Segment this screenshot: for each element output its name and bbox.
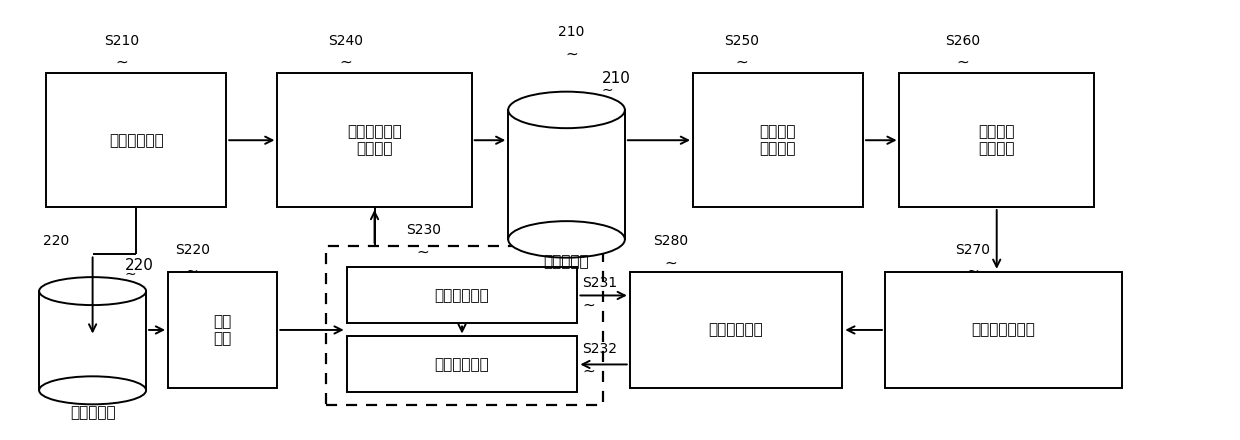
Bar [326,246,603,404]
Bar [167,272,278,388]
Text: S230: S230 [405,223,440,237]
Text: S260: S260 [945,33,981,48]
Bar [46,73,226,207]
Text: ∼: ∼ [125,268,136,281]
Text: S250: S250 [724,33,759,48]
Text: 210: 210 [601,71,630,86]
Text: S232: S232 [583,342,618,356]
Ellipse shape [40,376,146,404]
Text: 病害防治
方案推荐: 病害防治 方案推荐 [760,124,796,157]
Text: ∼: ∼ [186,264,198,279]
Text: S210: S210 [104,33,139,48]
Text: S231: S231 [583,276,618,290]
Text: ∼: ∼ [565,46,578,61]
Text: ∼: ∼ [601,83,613,97]
Bar [630,272,842,388]
Text: ∼: ∼ [583,363,595,378]
Text: 鉴定信息可信度: 鉴定信息可信度 [971,323,1035,337]
Ellipse shape [508,92,625,128]
Bar [346,337,578,392]
Text: 220: 220 [42,234,69,248]
Text: 获取用户
反馈信息: 获取用户 反馈信息 [978,124,1016,157]
Ellipse shape [40,277,146,305]
Bar [885,272,1122,388]
Text: S220: S220 [175,242,210,257]
Text: ∼: ∼ [339,55,352,70]
Text: ∼: ∼ [417,245,429,260]
Ellipse shape [508,221,625,258]
Text: ∼: ∼ [735,55,748,70]
Text: S270: S270 [955,242,990,257]
Text: S280: S280 [653,234,688,248]
Bar [693,73,863,207]
Text: 网络模型验证: 网络模型验证 [435,357,490,372]
Text: ∼: ∼ [583,297,595,312]
Text: ∼: ∼ [956,55,970,70]
Text: 更新网络参数: 更新网络参数 [709,323,764,337]
Bar [346,268,578,323]
Bar [899,73,1094,207]
Text: 获取作物图像: 获取作物图像 [109,133,164,148]
Text: 训练后的深度
残差网络: 训练后的深度 残差网络 [347,124,402,157]
Text: 网络
学习: 网络 学习 [213,314,232,346]
Text: ∼: ∼ [115,55,128,70]
Text: 病害信息库: 病害信息库 [543,254,589,269]
Text: 220: 220 [125,258,154,273]
Text: ∼: ∼ [966,264,978,279]
Text: ∼: ∼ [665,256,677,271]
Text: 训练数据库: 训练数据库 [69,405,115,420]
Text: 210: 210 [558,25,584,39]
Bar [40,291,146,390]
Text: S240: S240 [327,33,363,48]
Bar [278,73,471,207]
Bar [508,110,625,239]
Text: 网络模型训练: 网络模型训练 [435,288,490,303]
